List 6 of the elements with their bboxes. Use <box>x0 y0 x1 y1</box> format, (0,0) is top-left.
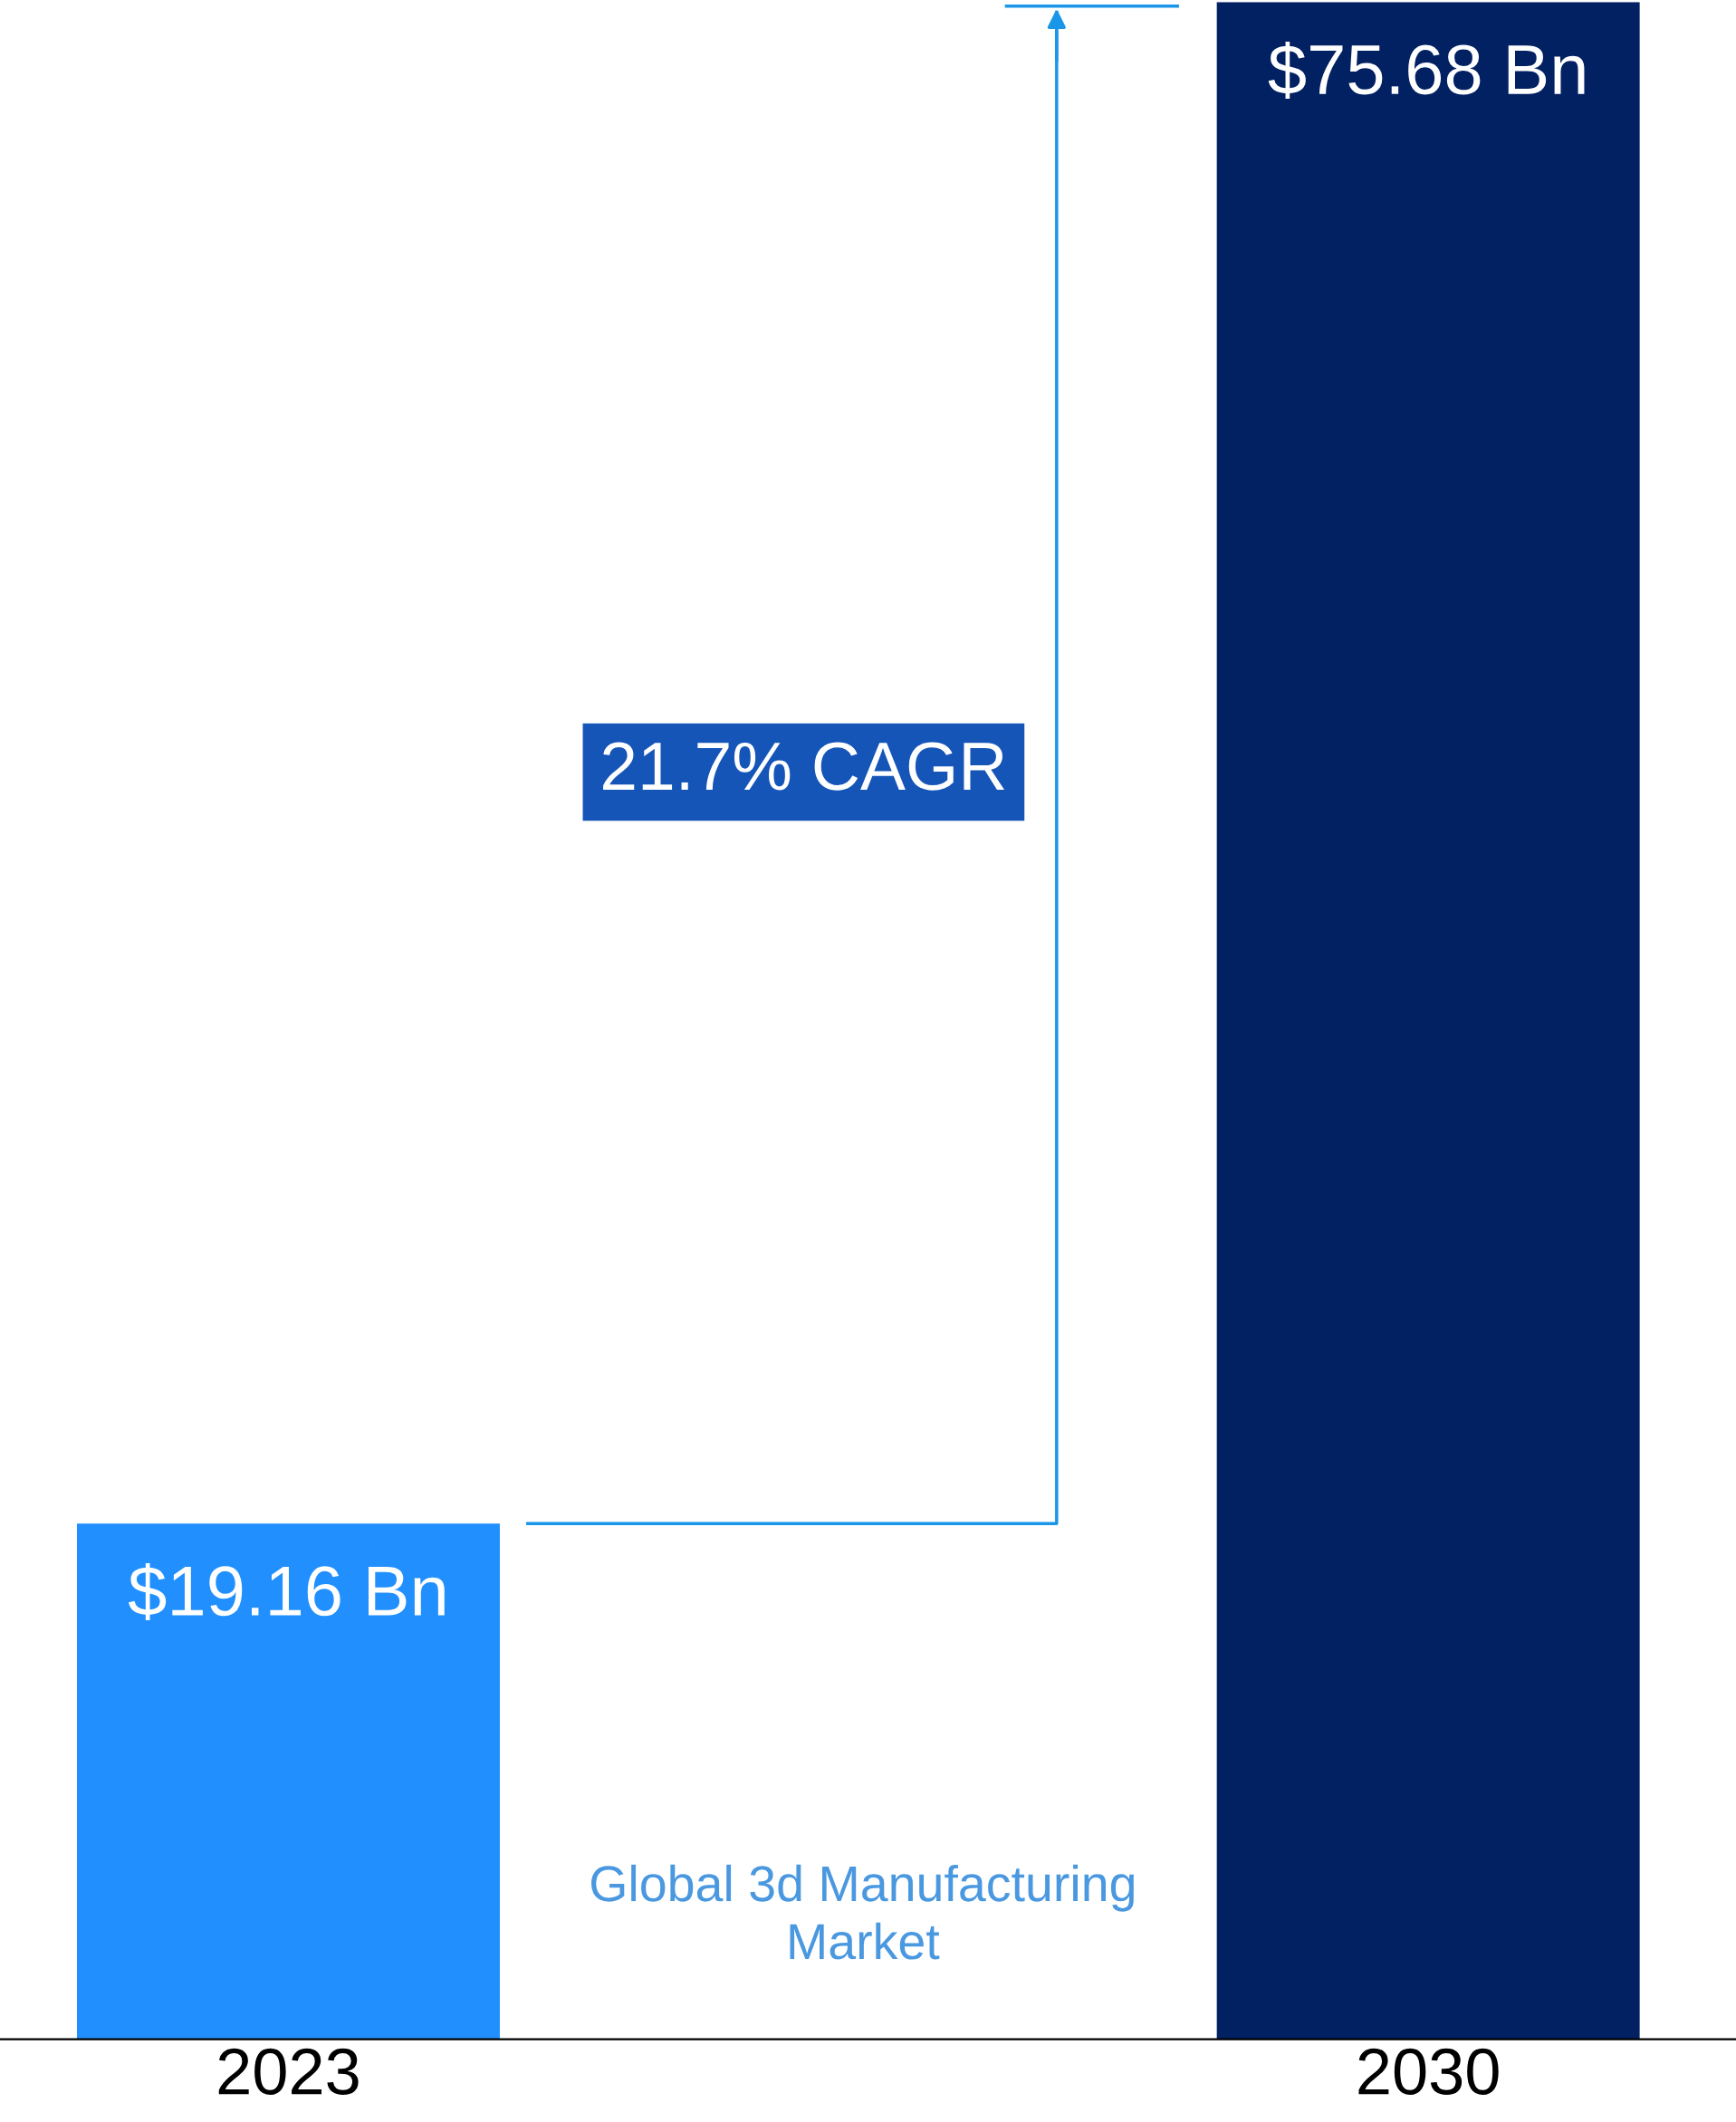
text: Global 3d Manufacturing Market <box>591 1864 1134 1960</box>
x-tick-label: 2023 <box>218 2048 359 2096</box>
data-label: $19.16 Bn <box>128 1562 445 1620</box>
annotation: 21.7% CAGR <box>603 742 1004 791</box>
data-label: $75.68 Bn <box>1268 42 1585 100</box>
x-tick-label: 2030 <box>1358 2048 1499 2096</box>
